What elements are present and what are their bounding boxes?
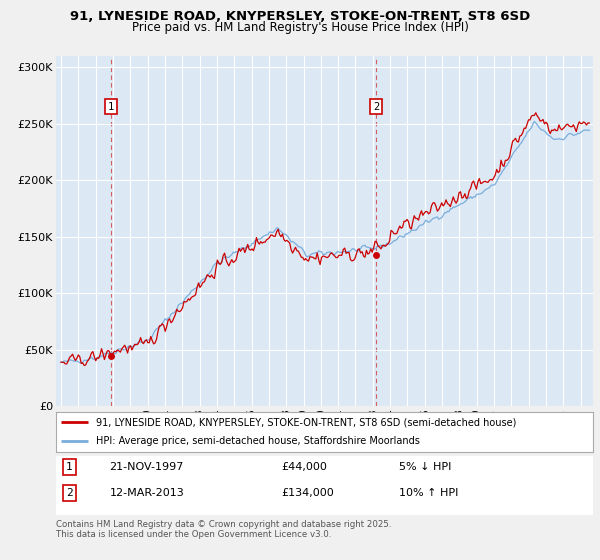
Text: HPI: Average price, semi-detached house, Staffordshire Moorlands: HPI: Average price, semi-detached house,…: [96, 436, 420, 446]
Text: 12-MAR-2013: 12-MAR-2013: [110, 488, 184, 498]
Text: 2: 2: [66, 488, 73, 498]
Text: 2: 2: [373, 102, 379, 112]
Text: £134,000: £134,000: [281, 488, 334, 498]
Text: 21-NOV-1997: 21-NOV-1997: [110, 462, 184, 472]
Text: 1: 1: [108, 102, 114, 112]
Text: 91, LYNESIDE ROAD, KNYPERSLEY, STOKE-ON-TRENT, ST8 6SD (semi-detached house): 91, LYNESIDE ROAD, KNYPERSLEY, STOKE-ON-…: [96, 417, 517, 427]
Text: 10% ↑ HPI: 10% ↑ HPI: [400, 488, 459, 498]
Text: 1: 1: [66, 462, 73, 472]
Text: Price paid vs. HM Land Registry's House Price Index (HPI): Price paid vs. HM Land Registry's House …: [131, 21, 469, 34]
Text: £44,000: £44,000: [281, 462, 327, 472]
Text: 91, LYNESIDE ROAD, KNYPERSLEY, STOKE-ON-TRENT, ST8 6SD: 91, LYNESIDE ROAD, KNYPERSLEY, STOKE-ON-…: [70, 10, 530, 22]
Text: Contains HM Land Registry data © Crown copyright and database right 2025.
This d: Contains HM Land Registry data © Crown c…: [56, 520, 391, 539]
Text: 5% ↓ HPI: 5% ↓ HPI: [400, 462, 452, 472]
